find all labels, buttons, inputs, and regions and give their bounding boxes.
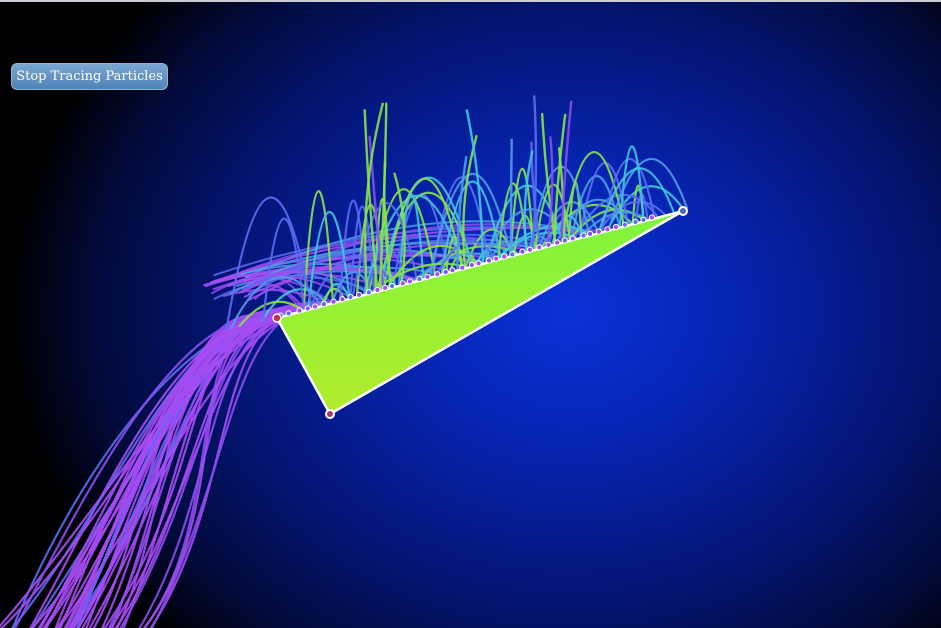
top-border bbox=[0, 0, 941, 2]
particle-trail bbox=[363, 102, 384, 294]
particle-trail bbox=[363, 108, 379, 291]
particle-trail bbox=[552, 113, 567, 245]
particle bbox=[604, 226, 611, 233]
particle-trail bbox=[545, 136, 554, 246]
particle bbox=[612, 223, 620, 231]
particle-trail bbox=[608, 158, 689, 230]
particle bbox=[545, 241, 552, 248]
particle bbox=[355, 291, 363, 298]
particle bbox=[320, 301, 327, 308]
particle bbox=[296, 307, 303, 314]
particles bbox=[277, 214, 656, 319]
particle bbox=[312, 303, 319, 310]
particle bbox=[442, 268, 449, 276]
stop-tracing-particles-button[interactable]: Stop Tracing Particles bbox=[11, 63, 168, 90]
particle-trail bbox=[307, 210, 351, 309]
particle bbox=[434, 271, 441, 278]
particle bbox=[330, 298, 337, 305]
particle bbox=[347, 294, 354, 301]
particle bbox=[640, 216, 647, 223]
particle-trail bbox=[302, 190, 334, 311]
particle-trail bbox=[440, 180, 502, 274]
particle-trail bbox=[509, 138, 513, 256]
particle-trail bbox=[63, 308, 303, 628]
particle bbox=[382, 284, 389, 291]
particle bbox=[493, 255, 500, 262]
particle-trail bbox=[428, 172, 512, 277]
particle bbox=[449, 267, 456, 274]
particle-trail bbox=[13, 313, 280, 628]
particle bbox=[501, 253, 508, 260]
wedge-vertex-handle-bottom[interactable] bbox=[325, 409, 335, 419]
particle bbox=[648, 214, 656, 221]
particle bbox=[406, 278, 413, 285]
particle bbox=[389, 283, 396, 290]
particle-trail bbox=[382, 177, 463, 289]
particle bbox=[424, 273, 431, 280]
particle-trail bbox=[598, 200, 666, 232]
particle-trail bbox=[349, 205, 375, 298]
particle-trail bbox=[101, 313, 274, 628]
particle bbox=[365, 289, 372, 296]
particle bbox=[475, 260, 482, 267]
particle-trail bbox=[436, 240, 497, 275]
particle-trail bbox=[598, 167, 675, 233]
particle-trail bbox=[261, 288, 328, 321]
particle-trail bbox=[393, 172, 406, 285]
particle bbox=[580, 232, 587, 239]
particle bbox=[621, 221, 628, 228]
particle-trail bbox=[523, 150, 534, 252]
particle bbox=[509, 251, 516, 258]
particle bbox=[399, 280, 406, 287]
particle bbox=[339, 296, 346, 303]
particle-trail bbox=[601, 158, 656, 232]
particle bbox=[374, 286, 381, 294]
particle bbox=[561, 237, 568, 244]
particle bbox=[468, 261, 475, 269]
particle bbox=[416, 275, 423, 282]
particle bbox=[554, 239, 561, 246]
particle bbox=[304, 305, 311, 312]
particle-trail bbox=[42, 315, 277, 628]
particle-trail bbox=[378, 102, 388, 291]
particle-trail bbox=[238, 283, 306, 310]
particle-trail bbox=[68, 315, 274, 628]
particle-trail bbox=[309, 255, 394, 309]
wedge-vertex-handle-left[interactable] bbox=[272, 313, 282, 323]
particle-trail bbox=[225, 196, 313, 331]
particle-trail bbox=[548, 213, 575, 246]
particle-trail bbox=[321, 287, 345, 306]
particle bbox=[569, 235, 576, 242]
particle bbox=[526, 246, 534, 253]
particle-trail bbox=[229, 276, 322, 330]
particle-trail bbox=[560, 100, 573, 243]
particle bbox=[485, 257, 493, 264]
wedge-vertex-handle-right[interactable] bbox=[678, 206, 688, 216]
particle bbox=[632, 218, 639, 225]
particle-trail bbox=[531, 95, 538, 250]
particle bbox=[519, 248, 526, 255]
particle bbox=[595, 228, 602, 235]
particle-trail bbox=[540, 112, 557, 244]
particle-trail bbox=[456, 155, 468, 270]
particle-trail bbox=[262, 217, 306, 321]
particle-trail bbox=[39, 301, 331, 628]
particle bbox=[459, 264, 466, 271]
particle bbox=[536, 244, 543, 251]
particle-trail bbox=[465, 109, 484, 263]
particle-trail bbox=[238, 300, 303, 327]
particle-trail bbox=[88, 314, 279, 628]
particle bbox=[587, 230, 594, 237]
particle bbox=[285, 310, 292, 317]
particle-trails bbox=[0, 95, 689, 628]
particle-trail bbox=[398, 193, 425, 285]
